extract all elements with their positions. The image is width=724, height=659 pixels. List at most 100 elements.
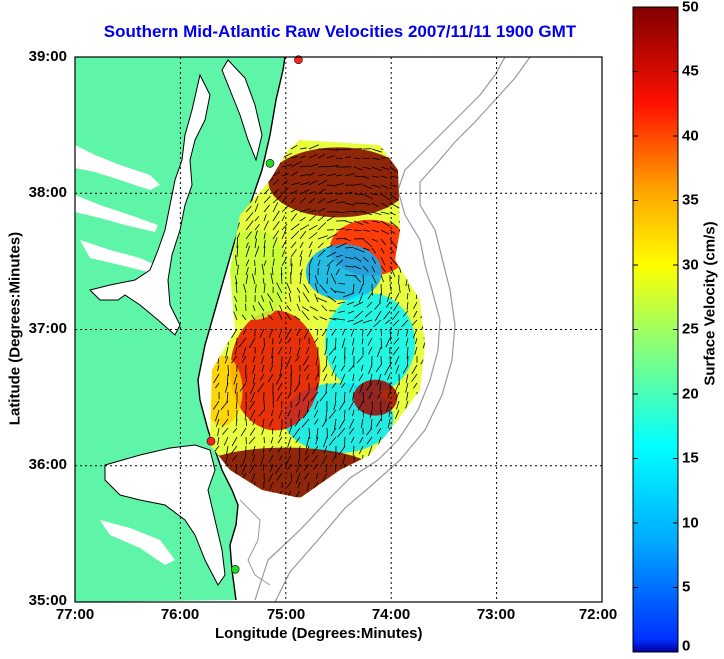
velocity-arrow [252,364,256,374]
river-south [100,520,175,565]
velocity-cell [219,230,290,320]
velocity-arrow [263,283,266,294]
velocity-arrow [377,391,382,399]
velocity-arrow [215,418,220,427]
velocity-arrow [326,277,328,285]
velocity-arrow [287,463,292,471]
velocity-arrow [335,254,343,258]
colorbar-ticks [633,6,678,653]
velocity-arrow [263,196,271,204]
velocity-arrow [326,215,336,222]
velocity-arrow [308,257,313,267]
velocity-arrow [380,175,388,178]
velocity-arrow [371,166,383,172]
velocity-arrow [371,400,373,410]
velocity-arrow [254,246,260,258]
velocity-arrow [327,295,337,303]
colorbar-tick-label: 5 [682,578,691,596]
velocity-arrow [251,273,256,285]
colorbar [632,6,679,653]
velocity-arrow [335,373,337,381]
velocity-arrow [353,229,362,232]
velocity-arrow [342,328,346,336]
velocity-arrow [317,215,326,222]
velocity-arrow [268,328,274,338]
velocity-arrow [347,319,355,322]
velocity-arrow [353,157,361,160]
velocity-arrow [269,481,274,491]
velocity-arrow [251,472,256,483]
velocity-arrow [309,306,319,312]
velocity-arrow [299,147,307,150]
velocity-arrow [344,210,356,213]
velocity-arrow [344,256,354,260]
velocity-arrow [368,391,373,399]
velocity-arrow [302,409,310,419]
velocity-arrow [366,436,373,445]
velocity-arrow [292,427,301,438]
velocity-arrow [356,355,364,364]
velocity-arrow [371,193,379,195]
velocity-arrow [349,418,355,429]
velocity-arrow [358,445,364,455]
velocity-arrow [235,418,238,427]
velocity-arrow [352,391,355,401]
velocity-arrow [236,264,239,276]
velocity-arrow [353,220,364,226]
velocity-arrow [317,207,326,213]
velocity-arrow [290,161,302,168]
velocity-arrow [234,275,238,285]
velocity-arrow [344,229,352,231]
velocity-arrow [371,247,376,254]
velocity-arrow [325,409,328,422]
velocity-arrow [290,182,301,186]
velocity-arrow [260,454,265,465]
velocity-arrow [254,224,260,231]
velocity-arrow [353,319,364,325]
velocity-arrow [241,454,247,467]
velocity-arrow [308,241,313,249]
velocity-arrow [362,166,372,170]
velocity-arrow [245,220,254,231]
velocity-arrow [326,198,338,204]
velocity-arrow [275,373,283,385]
velocity-arrow [377,373,382,385]
y-tick-label: 38:00 [28,184,67,201]
velocity-arrow [371,175,380,178]
velocity-arrow [249,337,256,349]
velocity-arrow [299,181,311,186]
velocity-arrow [371,211,382,216]
velocity-arrow [298,391,301,401]
velocity-arrow [290,230,300,240]
velocity-arrow [308,144,319,150]
velocity-arrow [267,314,274,321]
velocity-arrow [344,156,351,159]
velocity-arrow [235,281,238,294]
velocity-arrow [245,242,249,249]
velocity-arrow [305,436,310,449]
velocity-arrow [263,214,267,222]
velocity-arrow [285,454,292,466]
velocity-arrow [362,184,373,190]
velocity-arrow [257,382,265,393]
velocity-arrow [271,427,274,435]
velocity-arrow [371,265,376,273]
velocity-arrow [358,292,364,303]
velocity-arrow [272,179,280,186]
velocity-arrow [308,171,316,177]
velocity-arrow [335,157,343,160]
velocity-arrow [279,454,283,461]
velocity-arrow [362,157,370,159]
velocity-arrow [263,220,269,231]
velocity-arrow [389,229,396,235]
velocity-arrow [302,391,310,402]
velocity-arrow [371,274,377,284]
velocity-arrow [317,188,326,195]
velocity-arrow [290,364,292,376]
velocity-cell [305,244,382,301]
velocity-arrow [306,400,310,412]
velocity-arrow [259,373,265,381]
velocity-arrow [395,364,400,374]
velocity-arrow [213,400,220,410]
velocity-arrow [386,292,391,303]
